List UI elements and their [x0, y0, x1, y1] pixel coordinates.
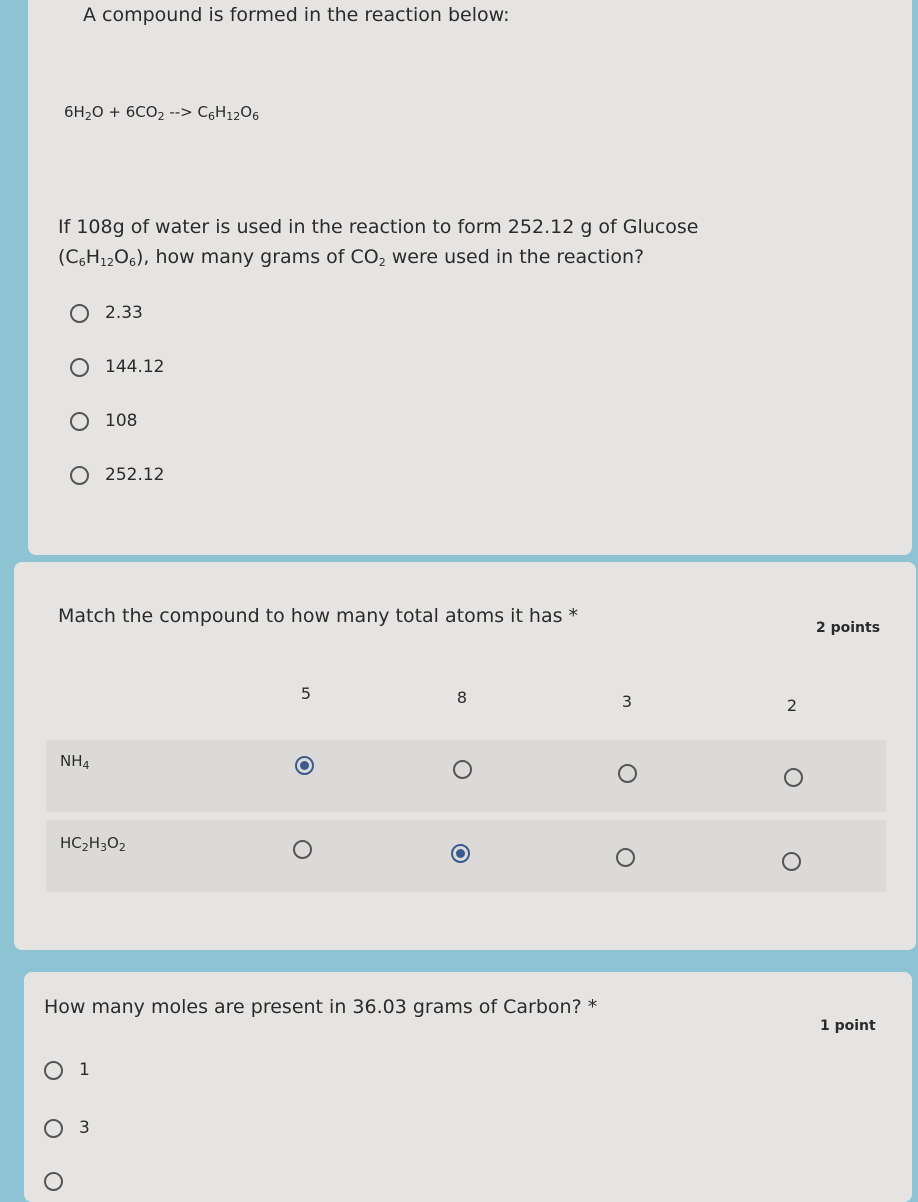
grid-radio[interactable] [451, 844, 470, 863]
option-label: 252.12 [105, 465, 165, 485]
option-2-partial[interactable] [44, 1172, 63, 1191]
column-header: 2 [786, 696, 798, 715]
radio-icon[interactable] [44, 1118, 63, 1138]
radio-icon[interactable] [44, 1172, 63, 1191]
row-label: NH4 [60, 752, 90, 772]
radio-icon[interactable] [70, 411, 89, 431]
option-label: 108 [105, 411, 138, 431]
reaction-equation: 6H2O + 6CO2 --> C6H12O6 [64, 103, 260, 123]
grid-radio[interactable] [293, 840, 312, 859]
option-1[interactable]: 144.12 [70, 357, 164, 377]
grid-radio[interactable] [453, 760, 472, 779]
column-header: 8 [456, 688, 468, 707]
option-1[interactable]: 3 [44, 1118, 90, 1138]
question-intro: A compound is formed in the reaction bel… [83, 4, 510, 26]
column-header: 5 [300, 684, 312, 703]
question-card-moles: How many moles are present in 36.03 gram… [24, 972, 912, 1202]
option-0[interactable]: 1 [44, 1060, 90, 1080]
grid-radio[interactable] [784, 768, 803, 787]
grid-radio[interactable] [618, 764, 637, 783]
question-card-match: Match the compound to how many total ato… [14, 562, 916, 950]
question-card-reaction: A compound is formed in the reaction bel… [28, 0, 912, 555]
option-2[interactable]: 108 [70, 411, 137, 431]
question-title: How many moles are present in 36.03 gram… [44, 996, 598, 1018]
grid-row: NH4 [46, 740, 886, 812]
radio-icon[interactable] [70, 465, 89, 485]
grid-radio[interactable] [782, 852, 801, 871]
grid-row: HC2H3O2 [46, 820, 886, 892]
option-label: 3 [79, 1118, 90, 1138]
points-label: 2 points [816, 620, 881, 636]
radio-icon[interactable] [70, 357, 89, 377]
radio-icon[interactable] [44, 1060, 63, 1080]
radio-icon[interactable] [70, 303, 89, 323]
grid-radio[interactable] [616, 848, 635, 867]
question-title: Match the compound to how many total ato… [58, 605, 579, 627]
column-header: 3 [621, 692, 633, 711]
row-label: HC2H3O2 [60, 834, 126, 854]
grid-radio[interactable] [295, 756, 314, 775]
option-label: 1 [79, 1060, 90, 1080]
option-label: 144.12 [105, 357, 165, 377]
points-label: 1 point [820, 1018, 876, 1034]
option-3[interactable]: 252.12 [70, 465, 164, 485]
option-0[interactable]: 2.33 [70, 303, 143, 323]
option-label: 2.33 [105, 303, 143, 323]
question-text-line1: If 108g of water is used in the reaction… [58, 216, 699, 238]
question-text-line2: (C6H12O6), how many grams of CO2 were us… [58, 246, 645, 269]
